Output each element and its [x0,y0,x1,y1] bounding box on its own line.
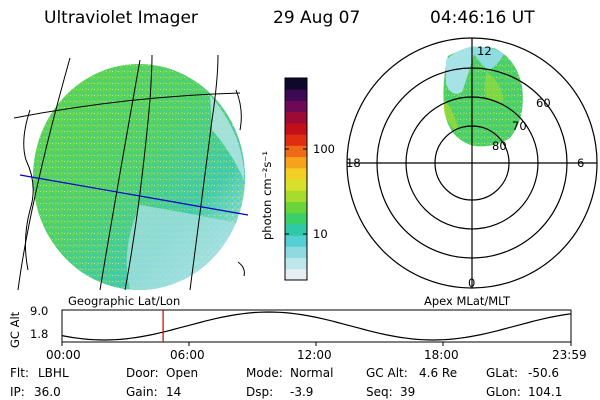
flt-label: Flt: [10,366,29,380]
seq-label: Seq: [366,385,393,399]
colorbar-segment [285,111,307,124]
flt-value: LBHL [38,366,69,380]
colorbar-segment [285,268,307,281]
colorbar-unit-label: photon cm⁻²s⁻¹ [260,151,274,240]
colorbar-segment [285,100,307,113]
colorbar-segment [285,179,307,191]
colorbar-segment [285,212,307,225]
colorbar [285,78,307,281]
lat-label-60: 60 [536,96,551,110]
ip-label: IP: [10,385,25,399]
mode-value: Normal [290,366,334,380]
ip-value: 36.0 [34,385,61,399]
colorbar-segment [285,78,307,90]
colorbar-tick-100: 100 [313,142,335,156]
colorbar-segment [285,122,307,135]
apex-polar-plot [346,37,598,289]
colorbar-segment [285,145,307,158]
gain-value: 14 [166,385,182,399]
colorbar-segment [285,223,307,236]
colorbar-segment [285,89,307,101]
dsp-label: Dsp: [246,385,274,399]
colorbar-segment [285,134,307,146]
colorbar-segment [285,246,307,259]
apex-panel-label: Apex MLat/MLT [424,294,511,308]
gcalt-value: 4.6 Re [419,366,458,380]
lat-label-80: 80 [492,139,507,153]
time-tick-2359: 23:59 [552,348,587,362]
mlt-label-6: 6 [577,156,585,170]
altitude-ytick-high: 9.0 [30,304,49,318]
time-tick-1800: 18:00 [424,348,459,362]
altitude-curve [61,311,572,341]
time-tick-1200: 12:00 [297,348,332,362]
colorbar-segment [285,235,307,247]
glon-value: 104.1 [528,385,563,399]
altitude-ylabel: GC Alt [8,311,22,348]
mlt-label-0: 0 [468,276,476,290]
time-tick-0600: 06:00 [170,348,205,362]
colorbar-segment [285,201,307,214]
geographic-image [33,64,245,290]
glon-label: GLon: [486,385,521,399]
mode-label: Mode: [246,366,283,380]
apex-image [443,46,523,147]
instrument-title: Ultraviolet Imager [44,8,198,28]
colorbar-frame [284,77,308,281]
gcalt-label: GC Alt: [366,366,408,380]
mlt-label-12: 12 [477,44,492,58]
colorbar-segment [285,156,307,169]
gain-label: Gain: [126,385,158,399]
colorbar-segment [285,190,307,202]
geographic-panel-label: Geographic Lat/Lon [68,294,181,308]
mlt-label-18: 18 [346,156,361,170]
colorbar-tick-10: 10 [313,227,328,241]
glat-value: -50.6 [528,366,560,380]
dsp-value: -3.9 [290,385,314,399]
date-label: 29 Aug 07 [273,8,361,28]
glat-label: GLat: [486,366,519,380]
colorbar-segment [285,167,307,180]
seq-value: 39 [400,385,416,399]
time-tick-0000: 00:00 [46,348,81,362]
lat-label-70: 70 [512,119,527,133]
altitude-ytick-low: 1.8 [30,327,49,341]
door-value: Open [166,366,199,380]
time-label: 04:46:16 UT [430,8,535,28]
geographic-grid [14,54,245,290]
terminator-line [19,174,249,216]
colorbar-segment [285,257,307,270]
altitude-plot [61,309,572,346]
door-label: Door: [126,366,159,380]
